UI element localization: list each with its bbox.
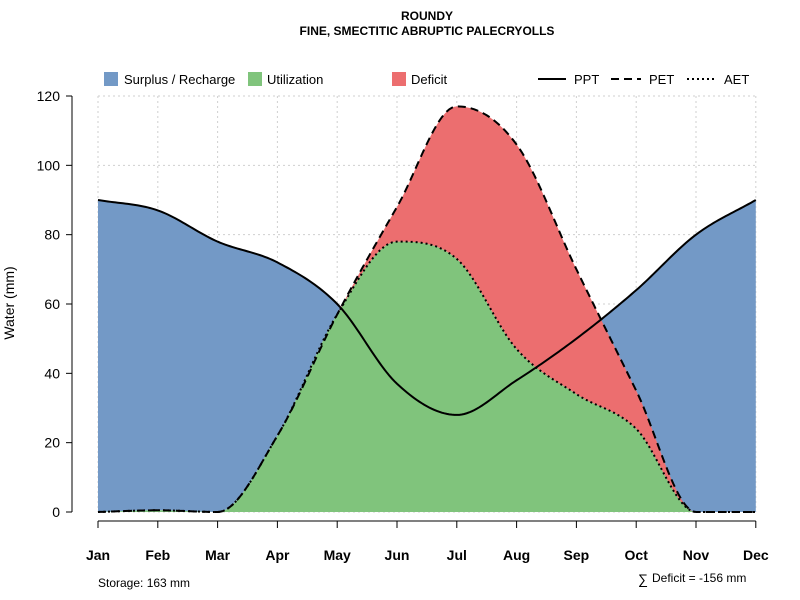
y-tick-label: 80: [44, 227, 60, 243]
x-tick-label: Jul: [447, 547, 467, 563]
chart-title: ROUNDY: [401, 9, 453, 23]
x-tick-label: Jun: [385, 547, 410, 563]
legend: Surplus / Recharge Utilization Deficit P…: [104, 72, 749, 87]
legend-label-ppt: PPT: [574, 72, 599, 87]
x-tick-label: May: [324, 547, 351, 563]
ppt-series-line: [97, 199, 757, 416]
chart-subtitle: FINE, SMECTITIC ABRUPTIC PALECRYOLLS: [300, 24, 555, 38]
deficit-area: [98, 106, 756, 513]
y-tick-label: 60: [44, 296, 60, 312]
x-tick-label: Mar: [205, 547, 230, 563]
aet-series-line: [97, 240, 756, 514]
plot-lines: [97, 105, 757, 514]
y-tick-label: 0: [52, 504, 60, 520]
legend-swatch-deficit: [392, 72, 406, 86]
x-tick-label: Jan: [86, 547, 110, 563]
y-axis: 0 20 40 60 80 100 120: [37, 88, 73, 520]
y-axis-label: Water (mm): [1, 266, 17, 339]
x-tick-label: Apr: [265, 547, 290, 563]
x-axis: Jan Feb Mar Apr May Jun Jul Aug Sep Oct Nov Dec: [86, 520, 769, 563]
legend-label-pet: PET: [649, 72, 674, 87]
y-tick-label: 40: [44, 365, 60, 381]
plot-areas: [98, 106, 756, 513]
x-tick-label: Sep: [564, 547, 590, 563]
y-tick-label: 100: [37, 157, 61, 173]
legend-label-aet: AET: [724, 72, 749, 87]
legend-label-utilization: Utilization: [267, 72, 323, 87]
surplus-area: [98, 200, 756, 512]
storage-note: Storage: 163 mm: [98, 576, 190, 590]
legend-swatch-surplus: [104, 72, 118, 86]
pet-series-line: [97, 105, 756, 514]
x-tick-label: Dec: [743, 547, 769, 563]
y-tick-label: 120: [37, 88, 61, 104]
utilization-area: [98, 241, 756, 512]
legend-label-surplus: Surplus / Recharge: [124, 72, 235, 87]
x-tick-label: Aug: [503, 547, 530, 563]
x-tick-label: Nov: [683, 547, 710, 563]
deficit-note: Deficit = -156 mm: [652, 571, 746, 585]
legend-label-deficit: Deficit: [411, 72, 448, 87]
y-tick-label: 20: [44, 435, 60, 451]
x-tick-label: Feb: [145, 547, 170, 563]
x-tick-label: Oct: [625, 547, 649, 563]
deficit-sum-symbol: ∑: [638, 571, 648, 587]
legend-swatch-utilization: [248, 72, 262, 86]
